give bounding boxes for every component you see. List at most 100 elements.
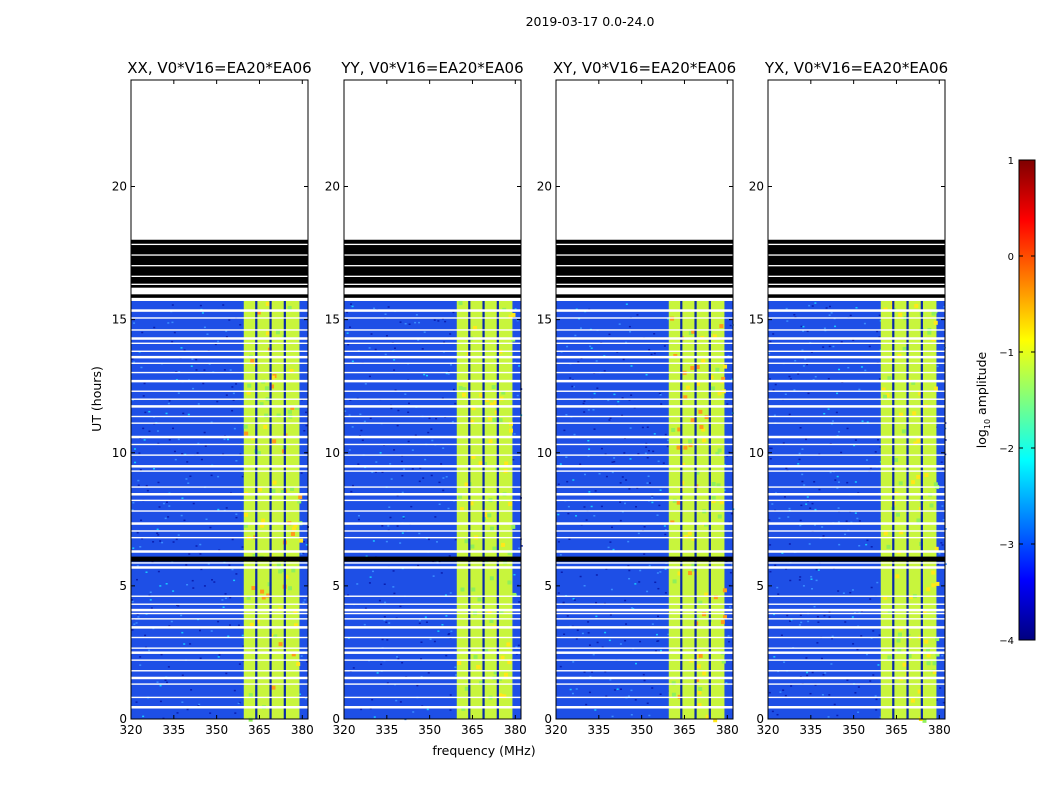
x-tick-label: 320 xyxy=(120,723,143,737)
band-spot xyxy=(251,586,256,591)
noise-speck xyxy=(144,411,147,414)
band-spot xyxy=(899,412,904,417)
noise-speck xyxy=(417,339,420,341)
noise-speck xyxy=(159,585,162,587)
noise-speck xyxy=(433,640,436,643)
band-spot xyxy=(506,642,511,647)
noise-speck xyxy=(628,325,631,328)
flag-gap xyxy=(344,465,521,468)
band-spot xyxy=(933,482,938,487)
noise-speck xyxy=(645,442,648,445)
noise-speck xyxy=(870,546,873,548)
noise-speck xyxy=(170,620,173,623)
saturated-stripe xyxy=(768,265,945,267)
noise-speck xyxy=(168,625,171,627)
noise-speck xyxy=(395,699,398,702)
band-spot xyxy=(935,581,940,586)
noise-speck xyxy=(186,708,189,711)
band-spot xyxy=(695,677,700,682)
band-spot xyxy=(688,571,693,576)
noise-speck xyxy=(941,654,944,657)
flag-gap xyxy=(131,566,308,569)
noise-speck xyxy=(941,467,944,470)
noise-speck xyxy=(442,477,445,479)
noise-speck xyxy=(779,691,782,693)
band-spot xyxy=(489,576,494,581)
noise-speck xyxy=(637,532,640,535)
noise-speck xyxy=(866,421,869,423)
saturated-stripe xyxy=(131,254,308,256)
band-spot xyxy=(473,654,478,659)
band-spot xyxy=(715,451,720,456)
noise-speck xyxy=(659,489,662,491)
noise-speck xyxy=(879,446,882,448)
saturated-stripe xyxy=(344,243,521,246)
band-spot xyxy=(691,536,696,541)
noise-speck xyxy=(879,349,882,351)
noise-speck xyxy=(445,372,448,375)
noise-speck xyxy=(780,634,783,637)
noise-speck xyxy=(141,331,144,334)
saturated-stripe xyxy=(131,275,308,277)
flag-gap xyxy=(556,608,733,612)
noise-speck xyxy=(725,682,728,684)
noise-speck xyxy=(788,620,791,622)
noise-speck xyxy=(171,340,174,343)
noise-speck xyxy=(823,327,826,330)
flag-gap xyxy=(344,486,521,488)
noise-speck xyxy=(659,693,662,695)
flag-gaps xyxy=(556,309,733,709)
noise-speck xyxy=(418,321,421,324)
noise-speck xyxy=(426,708,429,711)
noise-speck xyxy=(834,479,837,481)
noise-speck xyxy=(370,333,373,335)
band-spot xyxy=(712,334,717,339)
noise-speck xyxy=(137,484,140,487)
flag-gap xyxy=(344,342,521,344)
band-spot xyxy=(721,376,726,381)
noise-speck xyxy=(877,664,880,666)
noise-speck xyxy=(383,619,386,621)
noise-speck xyxy=(241,546,244,548)
flag-gap xyxy=(556,379,733,383)
noise-speck xyxy=(364,383,367,385)
noise-speck xyxy=(222,606,225,608)
noise-speck xyxy=(572,661,575,663)
noise-speck xyxy=(769,378,772,380)
dark-band xyxy=(556,556,733,562)
band-spot xyxy=(704,592,709,597)
noise-speck xyxy=(140,519,143,522)
flag-gap xyxy=(344,405,521,408)
noise-speck xyxy=(181,453,184,455)
noise-speck xyxy=(520,545,523,547)
noise-speck xyxy=(605,695,608,698)
band-spot xyxy=(271,488,276,493)
noise-speck xyxy=(134,461,137,464)
noise-speck xyxy=(647,449,650,452)
noise-speck xyxy=(424,616,427,618)
noise-speck xyxy=(624,599,627,602)
band-spot xyxy=(918,391,923,396)
noise-speck xyxy=(131,358,134,360)
panel-title: XX, V0*V16=EA20*EA06 xyxy=(127,59,311,77)
noise-speck xyxy=(627,540,630,543)
noise-speck xyxy=(185,564,188,566)
noise-speck xyxy=(235,573,238,575)
noise-speck xyxy=(604,670,607,673)
noise-speck xyxy=(448,555,451,557)
noise-speck xyxy=(300,655,303,657)
noise-speck xyxy=(208,363,211,365)
band-spot xyxy=(263,424,268,429)
band-spot xyxy=(256,451,261,456)
band-spot xyxy=(721,659,726,664)
band-spot xyxy=(492,417,497,422)
noise-speck xyxy=(183,519,186,522)
noise-speck xyxy=(242,645,245,647)
flag-gap xyxy=(344,510,521,512)
band-spot xyxy=(896,638,901,643)
flag-gap xyxy=(344,422,521,424)
flag-gap xyxy=(344,626,521,629)
band-spot xyxy=(471,587,476,592)
noise-speck xyxy=(175,379,178,381)
noise-speck xyxy=(857,686,860,688)
